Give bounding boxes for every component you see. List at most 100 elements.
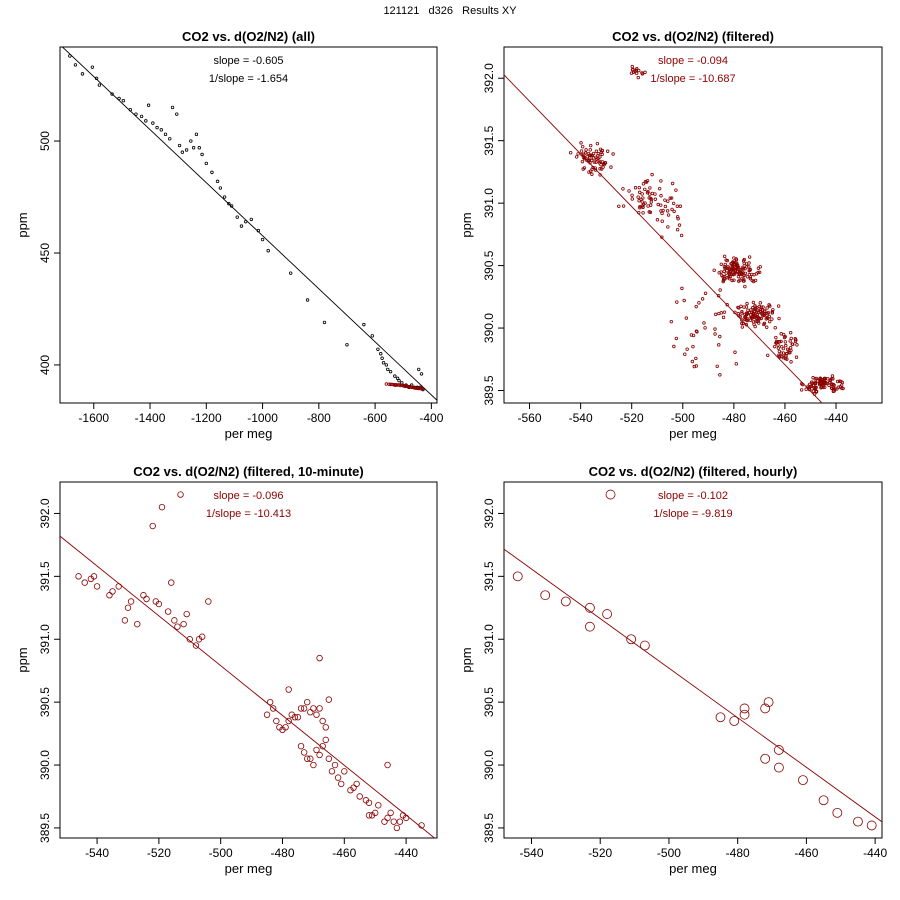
- data-point: [715, 712, 726, 723]
- data-point: [641, 205, 645, 210]
- y-tick-label: 500: [38, 131, 52, 151]
- data-point: [634, 68, 639, 72]
- data-point: [736, 312, 741, 316]
- data-point: [419, 372, 424, 376]
- x-tick-label: -440: [824, 411, 848, 425]
- data-point: [777, 354, 781, 359]
- data-point: [720, 273, 724, 278]
- data-point: [594, 149, 599, 153]
- chart-title: CO2 vs. d(O2/N2) (filtered, hourly): [589, 464, 798, 479]
- data-point: [781, 351, 786, 355]
- data-point: [297, 705, 305, 712]
- data-point: [590, 167, 594, 171]
- data-point: [637, 199, 641, 203]
- data-point: [588, 148, 592, 152]
- data-point: [589, 153, 594, 157]
- data-point: [761, 305, 765, 309]
- data-point: [718, 334, 722, 339]
- fit-line: [61, 47, 437, 401]
- data-point: [313, 746, 320, 754]
- data-point: [734, 362, 738, 366]
- data-point: [659, 203, 663, 207]
- data-point: [603, 161, 608, 165]
- data-point: [585, 621, 595, 632]
- data-point: [723, 266, 727, 271]
- y-tick-label: 389.5: [482, 813, 496, 843]
- data-point: [822, 376, 827, 381]
- data-point: [643, 70, 647, 75]
- x-tick-label: -440: [394, 846, 418, 860]
- data-point: [745, 301, 749, 306]
- data-point: [766, 353, 770, 358]
- data-point: [666, 199, 670, 203]
- data-point: [743, 271, 748, 276]
- data-point: [753, 278, 758, 283]
- data-point: [583, 151, 588, 155]
- data-point: [640, 192, 644, 196]
- y-axis-label: ppm: [15, 647, 30, 672]
- data-point: [94, 76, 99, 81]
- data-point: [700, 297, 705, 301]
- y-tick-label: 392.0: [482, 63, 496, 93]
- panel-1: CO2 vs. d(O2/N2) (all) -1600 -1400 -1200 -10…: [15, 29, 444, 441]
- data-point: [718, 288, 722, 292]
- data-point: [675, 215, 680, 219]
- data-point: [316, 705, 323, 712]
- panel-3: CO2 vs. d(O2/N2) (filtered, 10-minute) -5…: [15, 464, 438, 876]
- data-point: [630, 197, 634, 201]
- data-point: [307, 709, 314, 716]
- data-point: [636, 195, 640, 199]
- data-point: [694, 304, 698, 309]
- data-point: [420, 386, 425, 391]
- data-point: [832, 807, 843, 818]
- data-point: [732, 268, 736, 272]
- data-point: [328, 768, 336, 775]
- data-point: [740, 272, 744, 277]
- data-point: [697, 301, 701, 305]
- data-point: [370, 334, 374, 338]
- data-point: [270, 705, 277, 712]
- data-point: [600, 148, 604, 153]
- data-point: [350, 784, 357, 791]
- data-point: [641, 196, 645, 200]
- data-point: [170, 105, 175, 110]
- x-tick-label: -520: [147, 846, 171, 860]
- data-point: [835, 387, 839, 391]
- data-point: [745, 311, 750, 316]
- data-point: [741, 279, 746, 283]
- data-point: [722, 310, 727, 314]
- data-point: [774, 762, 784, 773]
- data-point: [598, 173, 602, 177]
- data-point: [866, 820, 877, 831]
- data-point: [313, 711, 320, 718]
- data-point: [760, 308, 764, 312]
- data-point: [117, 96, 121, 101]
- data-point: [719, 270, 723, 274]
- data-point: [740, 276, 744, 281]
- data-point: [743, 315, 747, 320]
- data-point: [780, 345, 784, 349]
- data-point: [712, 268, 716, 272]
- data-point: [671, 201, 676, 206]
- data-point: [659, 179, 663, 183]
- data-point: [235, 215, 239, 219]
- data-point: [660, 235, 664, 239]
- data-point: [689, 333, 694, 337]
- data-point: [758, 301, 762, 305]
- data-point: [762, 322, 766, 327]
- data-point: [747, 265, 751, 269]
- data-point: [774, 335, 778, 340]
- data-point: [93, 583, 101, 590]
- data-point: [155, 125, 159, 130]
- x-axis-label: per meg: [669, 861, 717, 876]
- data-point: [599, 163, 603, 167]
- data-point: [789, 336, 793, 341]
- data-point: [81, 579, 88, 586]
- data-point: [218, 186, 223, 190]
- data-point: [784, 354, 788, 358]
- data-point: [793, 337, 797, 341]
- data-point: [789, 360, 793, 364]
- data-point: [739, 703, 750, 714]
- data-point: [663, 198, 667, 202]
- data-point: [648, 192, 652, 196]
